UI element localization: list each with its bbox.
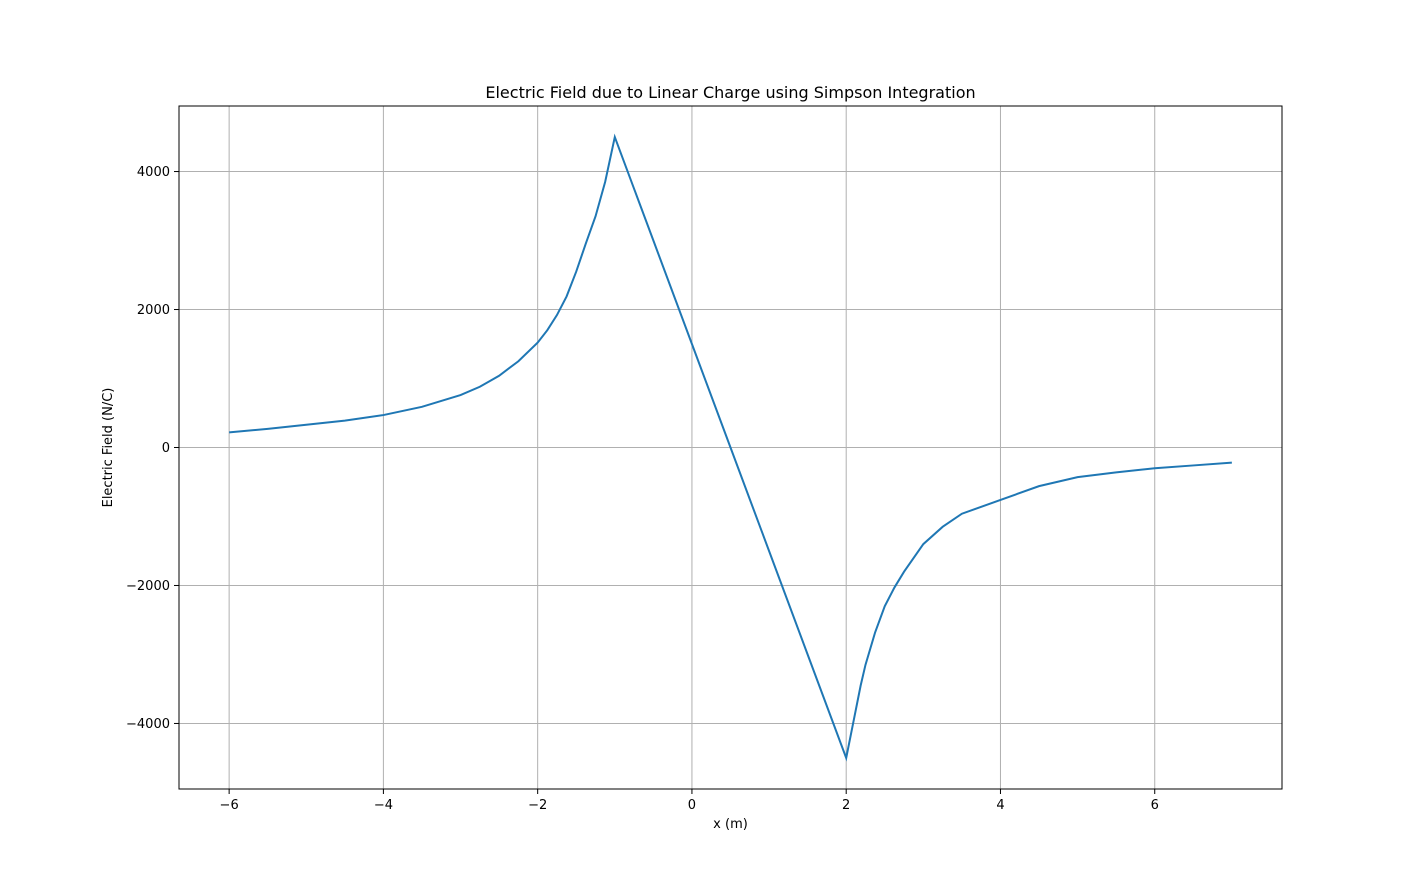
y-tick-label: −2000: [126, 579, 170, 594]
x-axis-label: x (m): [713, 817, 748, 832]
x-tick-label: 4: [996, 798, 1004, 813]
y-tick-label: 4000: [137, 165, 170, 180]
x-tick-label: 0: [688, 798, 696, 813]
x-tick-label: 6: [1151, 798, 1159, 813]
x-tick-label: 2: [842, 798, 850, 813]
y-axis-ticks: −4000 −2000 0 2000 4000: [126, 165, 179, 732]
chart-title: Electric Field due to Linear Charge usin…: [485, 83, 975, 102]
x-tick-label: −4: [374, 798, 393, 813]
x-axis-ticks: −6 −4 −2 0 2 4 6: [220, 789, 1159, 813]
y-tick-label: −4000: [126, 717, 170, 732]
y-tick-label: 2000: [137, 303, 170, 318]
grid-lines: [179, 106, 1282, 789]
y-axis-label: Electric Field (N/C): [101, 388, 116, 508]
x-tick-label: −6: [220, 798, 239, 813]
y-tick-label: 0: [162, 441, 170, 456]
x-tick-label: −2: [528, 798, 547, 813]
series-line: [229, 133, 1232, 762]
